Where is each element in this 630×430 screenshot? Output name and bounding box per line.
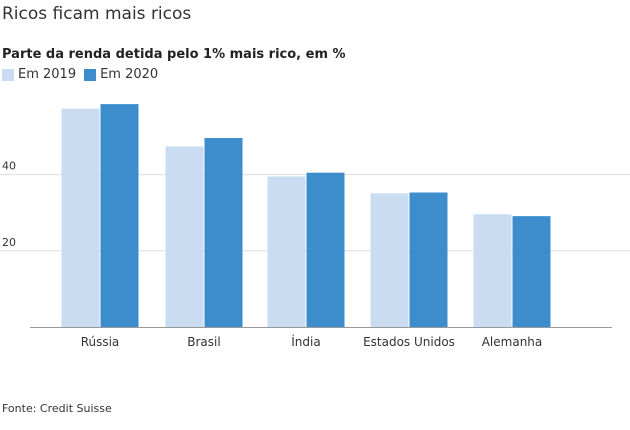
legend-item-2020: Em 2020 xyxy=(84,67,158,82)
chart-subtitle: Parte da renda detida pelo 1% mais rico,… xyxy=(2,47,346,62)
legend: Em 2019 Em 2020 xyxy=(2,67,166,82)
source-note: Fonte: Credit Suisse xyxy=(2,402,112,415)
bar-2019-1 xyxy=(165,146,204,327)
x-tick-label-3: Estados Unidos xyxy=(363,335,455,349)
x-tick-label-1: Brasil xyxy=(187,335,220,349)
y-tick-label-20: 20 xyxy=(2,236,16,249)
bar-2019-3 xyxy=(370,193,409,327)
chart-title: Ricos ficam mais ricos xyxy=(2,4,192,24)
x-tick-label-2: Índia xyxy=(291,334,320,349)
bar-2020-3 xyxy=(409,192,448,327)
bar-2019-2 xyxy=(267,176,306,327)
legend-swatch-2019 xyxy=(2,68,14,81)
bar-2020-1 xyxy=(204,138,243,327)
legend-item-2019: Em 2019 xyxy=(2,67,76,82)
bar-2020-0 xyxy=(100,104,139,328)
bar-2020-2 xyxy=(306,172,345,327)
legend-label-2020: Em 2020 xyxy=(100,67,159,82)
bar-2020-4 xyxy=(512,216,551,327)
x-tick-label-0: Rússia xyxy=(81,335,120,349)
bar-2019-0 xyxy=(61,108,100,327)
legend-swatch-2020 xyxy=(84,68,97,81)
y-tick-label-40: 40 xyxy=(2,160,16,173)
legend-label-2019: Em 2019 xyxy=(18,67,77,82)
x-tick-label-4: Alemanha xyxy=(482,335,543,349)
bar-2019-4 xyxy=(473,214,512,327)
